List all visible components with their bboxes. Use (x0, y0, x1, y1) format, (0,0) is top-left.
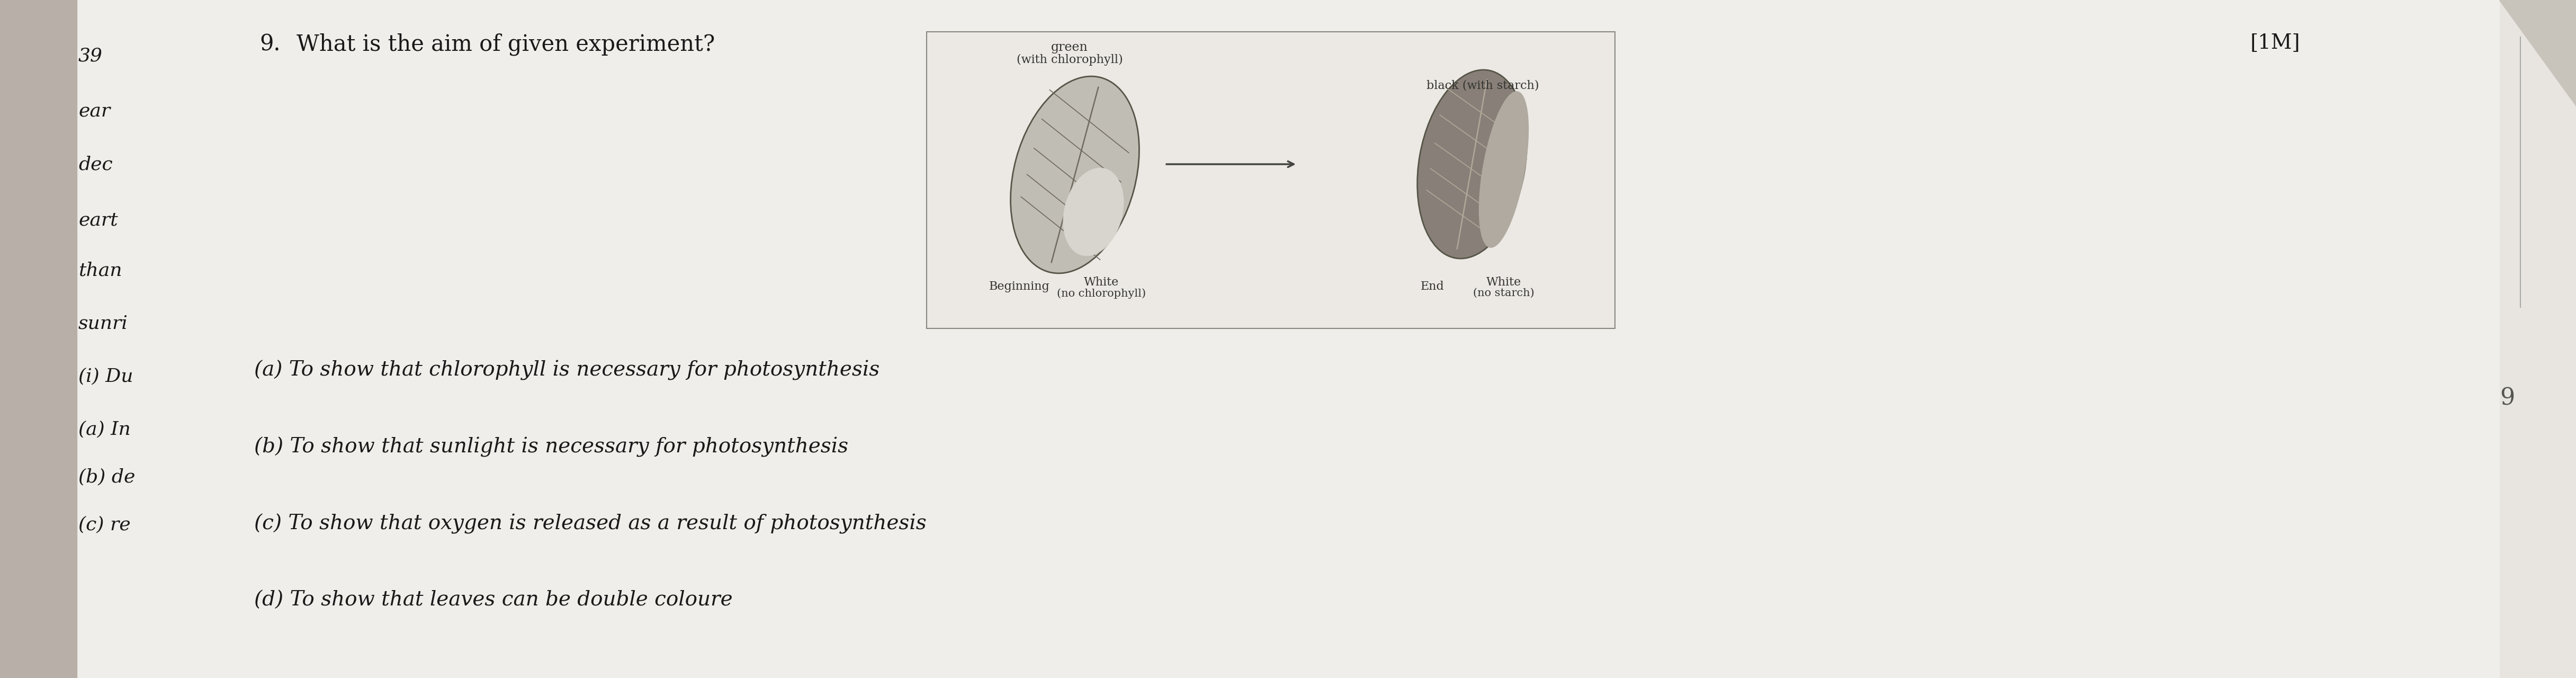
Ellipse shape (1010, 77, 1139, 273)
Text: (c) re: (c) re (77, 515, 131, 534)
Bar (927, 32, 1615, 328)
Text: than: than (77, 261, 121, 279)
Text: (a) To show that chlorophyll is necessary for photosynthesis: (a) To show that chlorophyll is necessar… (255, 360, 878, 380)
Text: ear: ear (77, 102, 111, 120)
Text: (b) To show that sunlight is necessary for photosynthesis: (b) To show that sunlight is necessary f… (255, 437, 848, 458)
Text: sunri: sunri (77, 314, 129, 332)
Text: (c) To show that oxygen is released as a result of photosynthesis: (c) To show that oxygen is released as a… (255, 514, 927, 534)
Text: black (with starch): black (with starch) (1427, 79, 1538, 91)
Text: End: End (1419, 281, 1445, 292)
Ellipse shape (1479, 91, 1528, 248)
Text: 9: 9 (2501, 386, 2514, 410)
Text: White: White (1084, 277, 1118, 288)
Text: (with chlorophyll): (with chlorophyll) (1018, 54, 1123, 66)
Text: (no chlorophyll): (no chlorophyll) (1056, 288, 1146, 298)
Text: (i) Du: (i) Du (77, 367, 134, 385)
Text: [1M]: [1M] (2251, 33, 2300, 52)
Text: 39: 39 (77, 47, 103, 64)
Polygon shape (2499, 0, 2576, 106)
Bar (0, 0, 77, 678)
Text: What is the aim of given experiment?: What is the aim of given experiment? (296, 33, 716, 56)
Text: 9.: 9. (260, 33, 281, 55)
Text: green: green (1051, 41, 1087, 54)
Text: (b) de: (b) de (77, 468, 134, 485)
Ellipse shape (1417, 70, 1528, 258)
Text: dec: dec (77, 155, 113, 173)
Text: eart: eart (77, 211, 118, 229)
Text: White: White (1486, 277, 1522, 288)
Text: Beginning: Beginning (989, 281, 1048, 292)
Ellipse shape (1064, 167, 1123, 256)
Text: (no starch): (no starch) (1473, 288, 1535, 298)
Text: (a) In: (a) In (77, 420, 131, 438)
Text: (d) To show that leaves can be double coloure: (d) To show that leaves can be double co… (255, 591, 732, 610)
